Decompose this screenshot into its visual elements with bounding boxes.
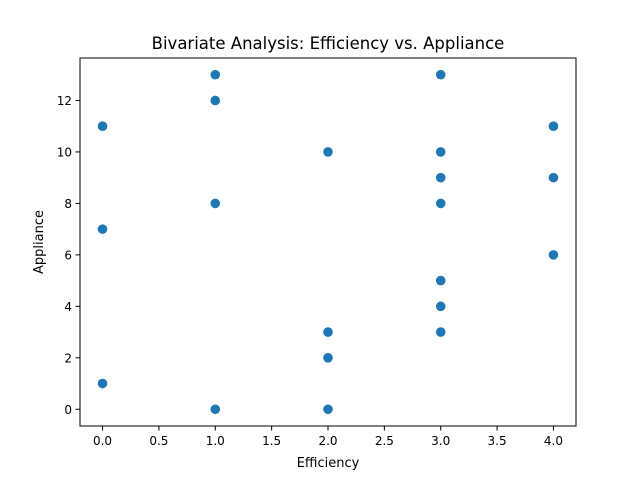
points-layer — [97, 69, 559, 415]
x-axis-ticks: 0.0 0.5 1.0 1.5 2.0 2.5 3.0 3.5 4.0 — [93, 426, 563, 448]
data-point — [210, 69, 221, 80]
data-point — [435, 327, 446, 337]
data-point — [548, 172, 559, 183]
x-tick-label: 2.5 — [375, 434, 394, 448]
y-axis-ticks: 0 2 4 6 8 10 12 — [57, 94, 80, 417]
y-tick-label: 0 — [64, 403, 72, 417]
data-point — [210, 95, 221, 106]
y-tick-label: 4 — [64, 300, 72, 314]
data-point — [323, 147, 333, 157]
data-point — [435, 198, 446, 209]
x-axis-label: Efficiency — [297, 456, 360, 471]
x-tick-label: 2.0 — [318, 434, 337, 448]
data-point — [435, 275, 446, 286]
x-tick-label: 0.0 — [93, 434, 112, 448]
data-point — [210, 404, 221, 415]
x-tick-label: 4.0 — [544, 434, 563, 448]
y-tick-label: 8 — [64, 197, 72, 211]
data-point — [435, 172, 446, 183]
data-point — [435, 69, 446, 80]
data-point — [97, 224, 108, 234]
data-point — [435, 147, 446, 157]
y-tick-label: 2 — [64, 351, 72, 365]
data-point — [323, 404, 333, 415]
x-tick-label: 1.5 — [262, 434, 281, 448]
y-tick-label: 10 — [57, 145, 72, 159]
y-tick-label: 6 — [64, 248, 72, 262]
x-tick-label: 1.0 — [206, 434, 225, 448]
data-point — [323, 353, 333, 363]
y-tick-label: 12 — [57, 94, 72, 108]
x-tick-label: 3.0 — [431, 434, 450, 448]
y-axis-label: Appliance — [32, 210, 47, 274]
data-point — [548, 250, 559, 260]
data-point — [97, 378, 108, 389]
data-point — [548, 121, 559, 131]
x-tick-label: 3.5 — [488, 434, 507, 448]
data-point — [323, 327, 333, 337]
data-point — [210, 198, 221, 209]
chart-title: Bivariate Analysis: Efficiency vs. Appli… — [152, 34, 505, 53]
x-tick-label: 0.5 — [149, 434, 168, 448]
data-point — [435, 301, 446, 312]
data-point — [97, 121, 108, 131]
